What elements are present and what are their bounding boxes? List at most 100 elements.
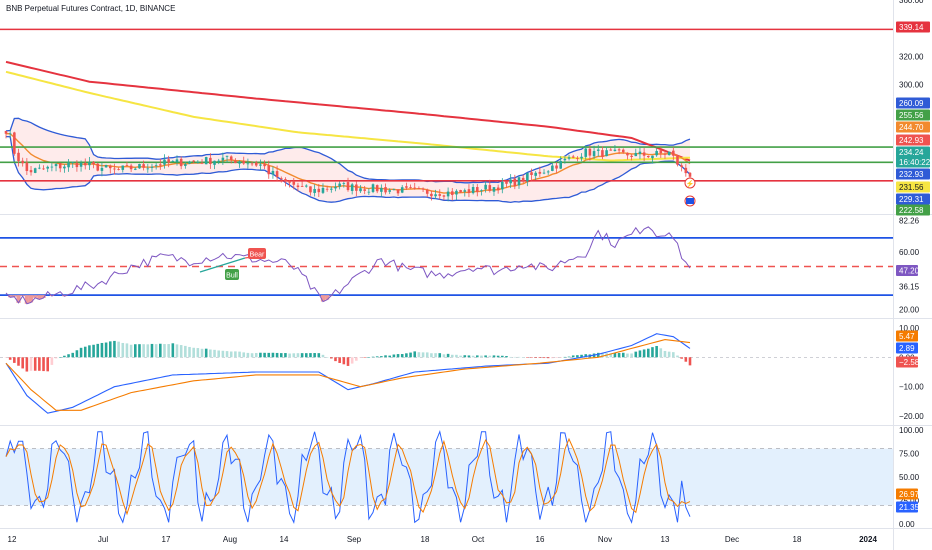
lightning-icon: [684, 177, 696, 189]
candle: [238, 160, 241, 168]
candle-body: [371, 184, 375, 192]
stoch-panel[interactable]: [0, 430, 893, 524]
candle: [346, 177, 350, 192]
price-label-tag-text: 234.24: [899, 148, 924, 157]
candle-body: [538, 171, 542, 174]
macd-histogram-bar: [288, 353, 291, 358]
macd-histogram-bar: [471, 355, 475, 358]
price-label-tag-text: 231.56: [899, 183, 924, 192]
candle-body: [83, 162, 87, 166]
price-label-tag-bg: [896, 97, 930, 109]
candle-body: [446, 191, 450, 197]
candle: [221, 152, 225, 165]
candle-body: [421, 188, 425, 190]
macd-histogram-bar: [688, 357, 692, 366]
x-tick-label: 18: [421, 535, 430, 544]
candle-body: [317, 188, 321, 193]
macd-histogram-bar: [196, 348, 200, 358]
candle-body: [204, 157, 208, 165]
macd-histogram-bar: [79, 347, 83, 358]
macd-histogram-bar: [259, 352, 262, 358]
candle: [121, 165, 125, 173]
candle-body: [584, 148, 588, 157]
price-panel[interactable]: ⚡: [0, 28, 893, 207]
rsi-tick-label: 36.15: [899, 282, 920, 291]
price-label-tag-text: 260.09: [899, 99, 924, 108]
macd-panel[interactable]: [0, 333, 893, 414]
macd-histogram-bar: [434, 353, 437, 358]
candle-body: [242, 160, 246, 164]
macd-tick-label: 10.00: [899, 324, 920, 333]
macd-histogram-bar: [400, 354, 404, 358]
candle-body: [467, 189, 471, 193]
macd-histogram-bar: [438, 353, 442, 358]
candle: [392, 188, 396, 191]
macd-histogram-bar: [513, 356, 517, 358]
macd-histogram-bar: [384, 355, 387, 358]
price-label-tag: 234.24: [896, 146, 930, 158]
candle-body: [496, 187, 500, 191]
candle-body: [492, 187, 496, 192]
x-tick-label: 14: [280, 535, 289, 544]
candle: [663, 149, 667, 159]
candle-body: [179, 158, 183, 167]
candle: [234, 158, 237, 164]
macd-histogram-bar: [188, 346, 191, 358]
macd-histogram-bar: [29, 357, 33, 371]
macd-histogram-bar: [250, 353, 254, 358]
candle: [46, 165, 50, 173]
price-label-tag: 260.09: [896, 97, 930, 109]
candle-body: [392, 189, 396, 191]
candle-body: [680, 165, 683, 168]
candle: [421, 187, 425, 193]
candle: [175, 155, 179, 166]
macd-histogram-bar: [292, 353, 296, 358]
candle-body: [630, 155, 633, 157]
candle-body: [430, 193, 433, 197]
macd-histogram-bar: [88, 345, 91, 358]
macd-histogram-bar: [626, 353, 629, 358]
macd-histogram-bar: [538, 357, 542, 358]
candle-body: [588, 148, 592, 156]
candle: [576, 156, 579, 162]
macd-histogram-bar: [676, 355, 679, 358]
macd-histogram-bar: [405, 353, 408, 358]
macd-histogram-bar: [609, 353, 613, 358]
macd-histogram-bar: [613, 352, 617, 358]
macd-histogram-bar: [146, 344, 150, 358]
candle-body: [642, 152, 646, 156]
candle: [400, 185, 404, 194]
candle: [434, 189, 437, 199]
candle: [192, 160, 195, 164]
candle-body: [475, 187, 479, 192]
x-tick-label: Nov: [598, 535, 612, 544]
candle: [371, 183, 375, 194]
price-label-tag-text: 242.93: [899, 136, 924, 145]
candle: [179, 156, 183, 170]
candle-body: [275, 171, 279, 178]
candle-body: [409, 187, 412, 188]
candle-body: [259, 164, 262, 166]
macd-histogram-bar: [534, 357, 537, 358]
candle: [242, 156, 246, 165]
candle: [438, 189, 442, 200]
macd-histogram-bar: [388, 355, 392, 358]
candle: [54, 162, 58, 172]
macd-histogram-bar: [217, 350, 221, 358]
rsi-panel[interactable]: Bear Bull: [0, 226, 893, 305]
stoch-tick-label: 75.00: [899, 449, 920, 458]
macd-histogram-bar: [204, 348, 208, 358]
candle: [484, 180, 487, 193]
rsi-tick-label: 60.00: [899, 248, 920, 257]
candle-body: [88, 162, 91, 166]
candle: [209, 153, 212, 169]
macd-value-tag-bg: [896, 342, 918, 354]
candle: [217, 158, 221, 165]
candle-body: [484, 184, 487, 190]
candle: [526, 172, 529, 187]
candle: [25, 158, 29, 175]
price-label-tag-bg: [896, 21, 930, 33]
macd-value-tag-text: −2.58: [899, 358, 920, 367]
candle-body: [38, 167, 41, 169]
